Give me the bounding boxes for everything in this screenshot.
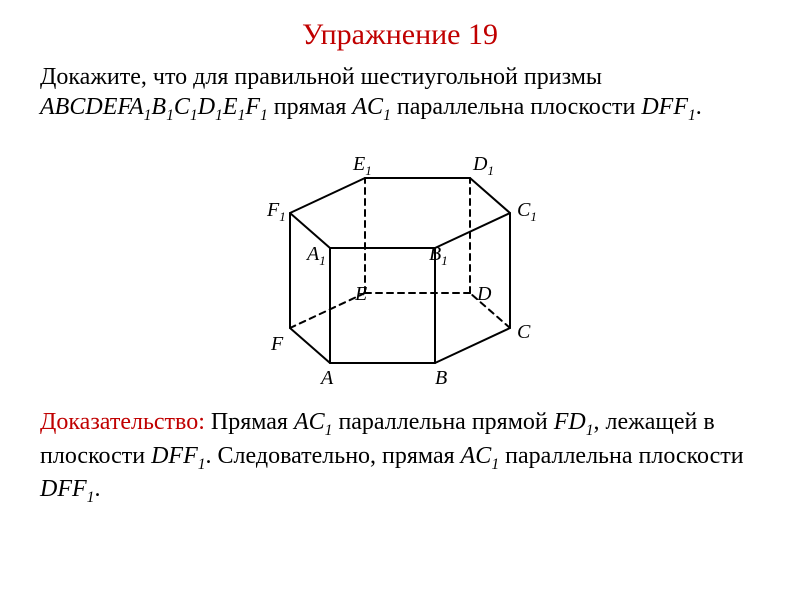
proof-label: Доказательство: [40, 409, 205, 435]
line-ac1: AC1 [352, 94, 390, 120]
vertex-label-b1: B1 [429, 243, 448, 269]
proof-dff1-b: DFF1 [40, 476, 94, 502]
vertex-label-d: D [477, 283, 491, 306]
vertex-label-e1: E1 [353, 153, 372, 179]
proof-ac1: AC1 [294, 409, 332, 435]
proof-p4: . Следовательно, прямая [206, 443, 461, 469]
proof-p5: параллельна плоскости [499, 443, 743, 469]
vertex-label-a1: A1 [307, 243, 326, 269]
problem-lead: Докажите, что для правильной шестиугольн… [40, 64, 602, 90]
figure-container: A B C D E F A1 B1 C1 D1 E1 F1 [40, 133, 760, 393]
vertex-label-b: B [435, 367, 447, 390]
proof-fd1: FD1 [554, 409, 594, 435]
proof-p6: . [94, 476, 100, 502]
proof-text: Доказательство: Прямая AC1 параллельна п… [40, 407, 760, 507]
proof-p2: параллельна прямой [332, 409, 553, 435]
problem-mid2: параллельна плоскости [391, 94, 641, 120]
vertex-label-c: C [517, 321, 530, 344]
proof-dff1-a: DFF1 [151, 443, 205, 469]
vertex-label-f: F [271, 333, 283, 356]
vertex-label-a: A [321, 367, 333, 390]
proof-ac1-b: AC1 [461, 443, 499, 469]
vertex-label-d1: D1 [473, 153, 494, 179]
proof-p1: Прямая [205, 409, 294, 435]
plane-dff1: DFF1 [641, 94, 695, 120]
vertex-label-c1: C1 [517, 199, 537, 225]
vertex-label-e: E [355, 283, 367, 306]
problem-mid: прямая [268, 94, 353, 120]
prism-name: ABCDEFA1B1C1D1E1F1 [40, 94, 268, 120]
problem-text: Докажите, что для правильной шестиугольн… [40, 62, 760, 125]
vertex-label-f1: F1 [267, 199, 286, 225]
problem-tail: . [696, 94, 702, 120]
page: Упражнение 19 Докажите, что для правильн… [0, 0, 800, 600]
exercise-title: Упражнение 19 [40, 18, 760, 52]
prism-svg [235, 133, 565, 393]
prism-figure: A B C D E F A1 B1 C1 D1 E1 F1 [235, 133, 565, 393]
